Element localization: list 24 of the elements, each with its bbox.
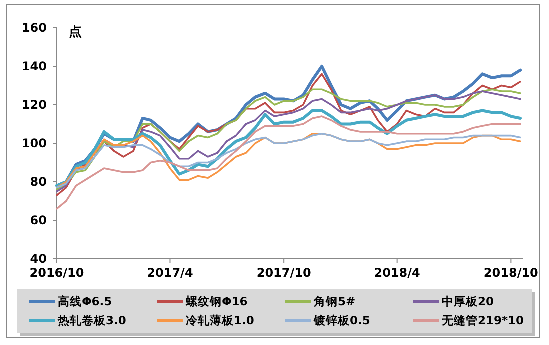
legend-label: 角钢5#	[313, 294, 356, 309]
x-tick-label: 2018/10	[484, 266, 538, 280]
legend-label: 螺纹钢Φ16	[185, 294, 248, 309]
legend-label: 热轧卷板3.0	[57, 314, 126, 328]
y-tick-label: 80	[30, 175, 47, 190]
line-series	[56, 109, 522, 188]
line-series	[56, 116, 522, 210]
x-tick-label: 2016/10	[30, 266, 84, 280]
legend-label: 无缝管219*10	[441, 314, 524, 328]
legend-label: 高线Φ6.5	[58, 294, 112, 309]
y-tick-label: 40	[30, 252, 47, 266]
y-tick-label: 60	[30, 214, 47, 228]
y-axis-title: 点	[69, 24, 82, 40]
y-tick-label: 120	[22, 98, 47, 112]
y-tick-label: 100	[22, 136, 47, 151]
x-tick-label: 2018/4	[374, 266, 420, 280]
y-tick-label: 160	[22, 21, 47, 36]
legend-label: 镀锌板0.5	[313, 314, 370, 328]
x-tick-label: 2017/4	[147, 266, 194, 280]
line-series	[56, 132, 522, 189]
legend-label: 中厚板20	[442, 294, 494, 309]
x-tick-label: 2017/10	[256, 266, 312, 280]
y-tick-label: 140	[22, 60, 47, 74]
legend-label: 冷轧薄板1.0	[186, 314, 254, 328]
